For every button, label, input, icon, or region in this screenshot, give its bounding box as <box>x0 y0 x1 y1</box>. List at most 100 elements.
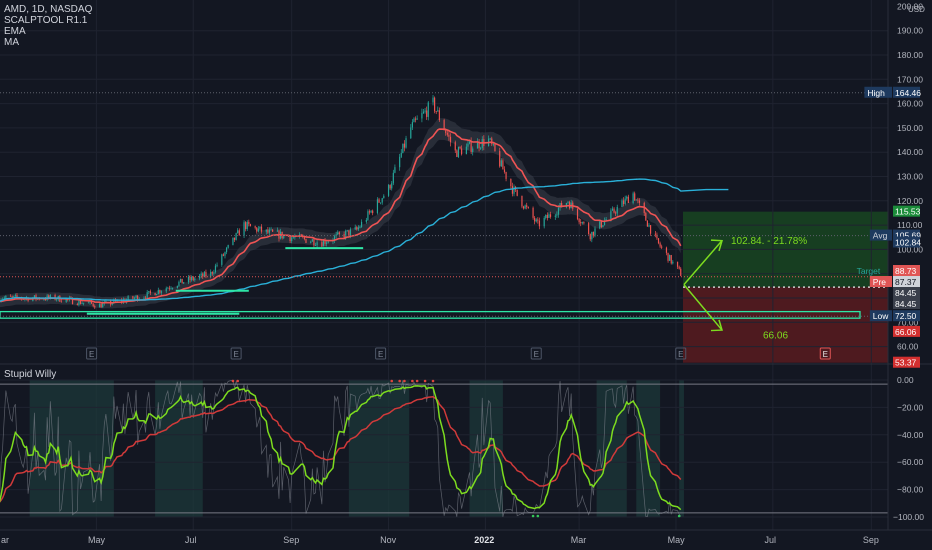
candle-body <box>159 289 161 293</box>
candle-body <box>456 150 458 157</box>
candle-body <box>548 214 550 218</box>
candle-body <box>491 138 493 145</box>
candle-body <box>14 295 16 296</box>
price-label-tag <box>869 229 892 241</box>
candle-body <box>627 196 629 203</box>
candle-body <box>513 186 515 194</box>
candle-body <box>205 271 207 277</box>
candle-body <box>360 221 363 227</box>
price-label-tag-text: High <box>867 88 885 98</box>
candle-body <box>672 261 674 264</box>
down-arrowhead <box>710 319 723 332</box>
time-tick-label: Sep <box>863 535 879 545</box>
candle-body <box>676 261 679 267</box>
candle-body <box>446 133 448 135</box>
candle-body <box>527 207 529 208</box>
overbought-dot <box>390 379 394 383</box>
candle-body <box>372 210 374 214</box>
candle-body <box>576 208 579 219</box>
price-label-box <box>893 298 920 309</box>
candle-body <box>400 152 402 157</box>
time-tick-label: Nov <box>380 535 397 545</box>
earnings-marker-label: E <box>678 350 683 359</box>
price-label-box <box>893 86 920 98</box>
candle-body <box>291 237 293 242</box>
oscillator-shade <box>155 380 203 517</box>
candle-body <box>16 295 18 298</box>
candle-body <box>214 265 217 273</box>
candle-body <box>659 243 661 247</box>
candle-body <box>191 277 193 281</box>
candle-body <box>381 198 383 203</box>
candle-body <box>410 127 412 139</box>
oscillator-slow-line <box>0 395 682 503</box>
candle-body <box>156 294 158 296</box>
candle-body <box>65 298 67 302</box>
overbought-dot <box>236 379 239 383</box>
candle-body <box>283 235 285 239</box>
oscillator-fast-line <box>0 385 682 511</box>
candle-body <box>538 220 541 227</box>
up-arrow <box>683 240 723 286</box>
indicator-ma[interactable]: MA <box>4 37 19 48</box>
candle-body <box>499 151 501 167</box>
candle-body <box>556 214 558 216</box>
candle-body <box>189 277 191 281</box>
candle-body <box>78 300 80 305</box>
candle-body <box>213 272 215 274</box>
candle-body <box>480 147 482 149</box>
time-tick-label: May <box>88 535 106 545</box>
candle-body <box>467 143 469 147</box>
candle-body <box>457 146 460 157</box>
candle-body <box>71 297 74 305</box>
price-label-tag <box>869 276 892 287</box>
candle-body <box>443 120 445 131</box>
oscillator-tick-label: −60.00 <box>897 457 924 467</box>
candle-body <box>267 229 269 233</box>
candle-body <box>545 214 547 218</box>
candle-body <box>227 245 229 248</box>
candle-body <box>492 143 494 145</box>
candle-body <box>316 242 318 246</box>
candle-body <box>233 237 236 240</box>
candle-body <box>149 291 151 294</box>
candle-body <box>624 198 626 205</box>
candle-body <box>89 301 91 303</box>
candle-body <box>481 139 483 148</box>
candle-body <box>210 271 212 277</box>
candle-body <box>133 297 136 299</box>
price-label-value: 84.45 <box>895 299 917 309</box>
price-label-tag <box>864 86 892 98</box>
candle-body <box>179 278 182 282</box>
candle-body <box>434 97 436 112</box>
candle-body <box>121 300 123 302</box>
candle-body <box>370 210 372 213</box>
indicator-ema[interactable]: EMA <box>4 26 26 37</box>
price-label-value: 115.53 <box>895 207 921 217</box>
candle-body <box>402 143 404 153</box>
candle-body <box>349 229 352 236</box>
time-tick-label: Jul <box>764 535 776 545</box>
candle-body <box>438 110 440 121</box>
candle-body <box>127 296 129 300</box>
candle-body <box>449 136 452 143</box>
candle-body <box>502 160 504 170</box>
candle-body <box>311 239 313 242</box>
candle-body <box>368 211 371 213</box>
candle-body <box>154 293 156 296</box>
candle-body <box>378 199 380 203</box>
price-tick-label: 200.00 <box>897 1 923 11</box>
candle-body <box>580 222 582 224</box>
candle-body <box>11 296 13 298</box>
earnings-marker-label: E <box>234 350 239 359</box>
candle-body <box>168 287 171 289</box>
chart-legend: AMD, 1D, NASDAQ SCALPTOOL R1.1 EMA MA <box>4 4 92 48</box>
candle-body <box>272 229 274 232</box>
candle-body <box>33 295 36 298</box>
candle-body <box>171 287 174 289</box>
oversold-dot <box>531 514 535 518</box>
candle-body <box>105 300 107 302</box>
indicator-scalptool[interactable]: SCALPTOOL R1.1 <box>4 15 88 26</box>
candle-body <box>549 214 552 217</box>
